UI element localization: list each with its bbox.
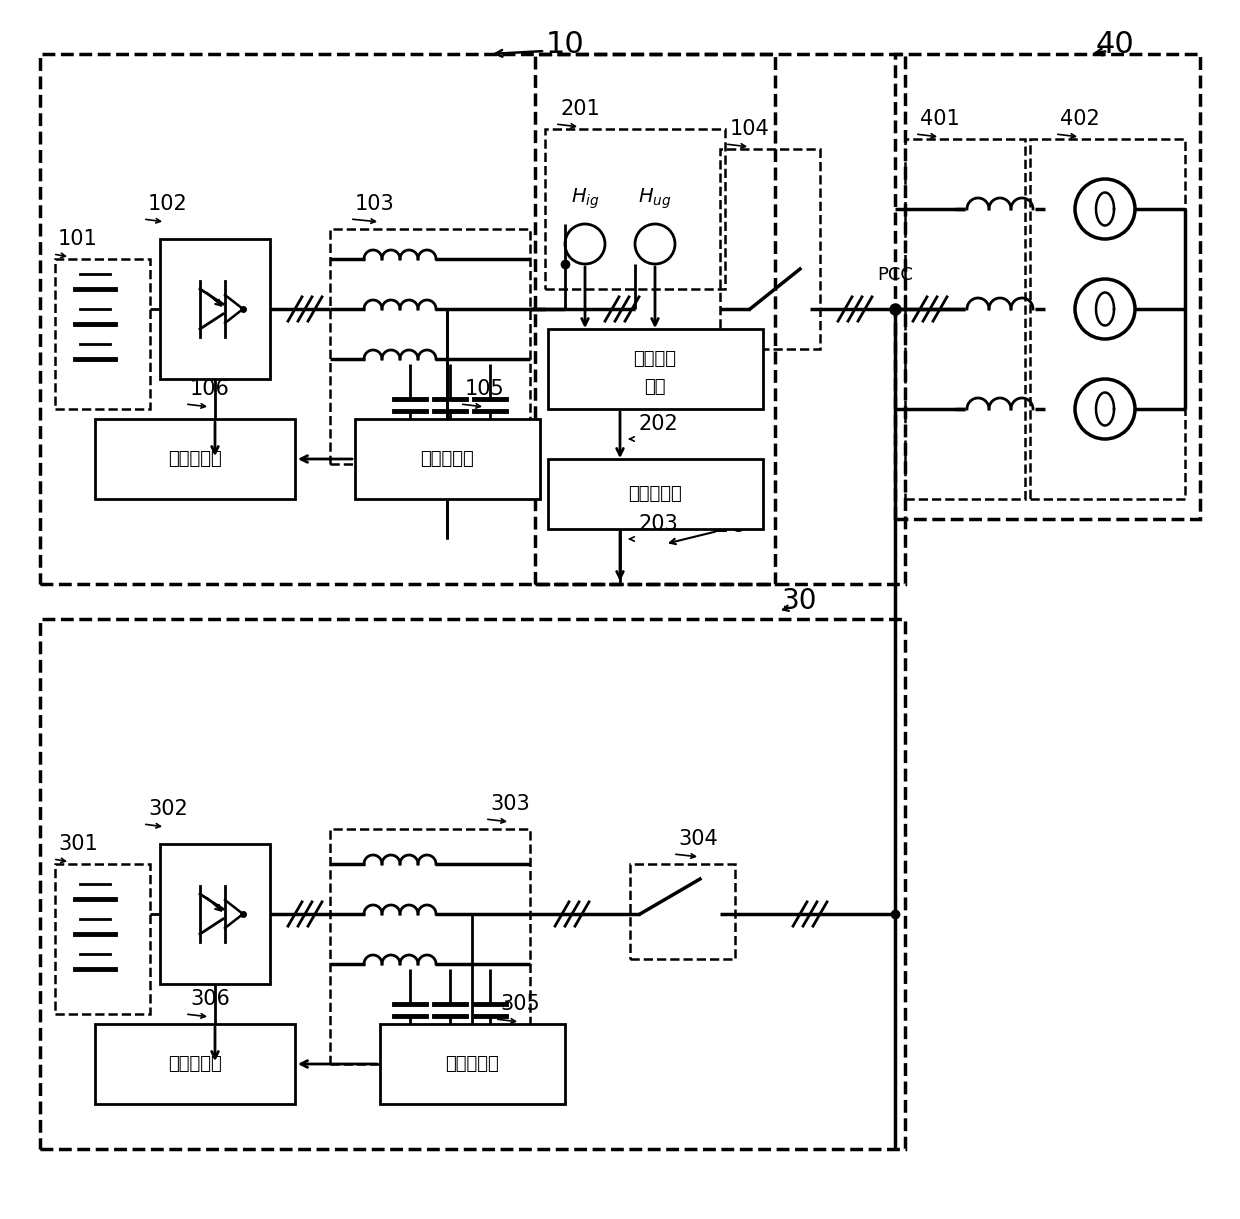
Text: 203: 203 [639, 514, 678, 534]
Bar [95, 419, 295, 499]
Text: 401: 401 [920, 108, 960, 129]
Bar [330, 829, 529, 1064]
Bar [55, 258, 150, 410]
Bar [160, 844, 270, 984]
Bar [40, 619, 905, 1150]
Text: 201: 201 [560, 99, 600, 119]
Text: 202: 202 [639, 414, 678, 434]
Text: 305: 305 [500, 993, 539, 1014]
Text: 103: 103 [355, 194, 394, 215]
Bar [630, 864, 735, 959]
Text: 104: 104 [730, 119, 770, 139]
Bar [55, 864, 150, 1014]
Text: 基波阻抗: 基波阻抗 [634, 350, 677, 368]
Text: 101: 101 [58, 229, 98, 249]
Text: 30: 30 [782, 588, 817, 616]
Text: 106: 106 [190, 379, 229, 399]
Text: 105: 105 [465, 379, 505, 399]
Text: 102: 102 [148, 194, 187, 215]
Text: 301: 301 [58, 834, 98, 855]
Bar [355, 419, 539, 499]
Text: PCC: PCC [877, 266, 913, 284]
Text: 辨识: 辨识 [645, 378, 666, 396]
Text: 10: 10 [546, 29, 584, 59]
Text: 303: 303 [490, 794, 529, 814]
Text: 402: 402 [1060, 108, 1100, 129]
Bar [95, 1024, 295, 1104]
Bar [40, 54, 905, 584]
Text: 从控制单元: 从控制单元 [169, 1054, 222, 1073]
Text: 从扰动注入: 从扰动注入 [445, 1054, 498, 1073]
Text: $H_{ig}$: $H_{ig}$ [570, 187, 599, 211]
Bar [548, 460, 763, 529]
Bar [546, 129, 725, 289]
Bar [1030, 139, 1185, 499]
Bar [720, 149, 820, 349]
Bar [160, 239, 270, 379]
Bar [379, 1024, 565, 1104]
Bar [534, 54, 775, 584]
Text: 20: 20 [712, 510, 748, 538]
Text: 40: 40 [1096, 29, 1135, 59]
Text: 主扰动注入: 主扰动注入 [420, 450, 474, 468]
Text: 短路比计算: 短路比计算 [629, 485, 682, 503]
Text: 主控制单元: 主控制单元 [169, 450, 222, 468]
Text: 306: 306 [190, 989, 229, 1009]
Bar [330, 229, 529, 464]
Bar [905, 139, 1025, 499]
Text: $H_{ug}$: $H_{ug}$ [639, 187, 672, 211]
Bar [895, 54, 1200, 519]
Text: 302: 302 [148, 798, 187, 819]
Text: 304: 304 [678, 829, 718, 848]
Bar [548, 329, 763, 410]
